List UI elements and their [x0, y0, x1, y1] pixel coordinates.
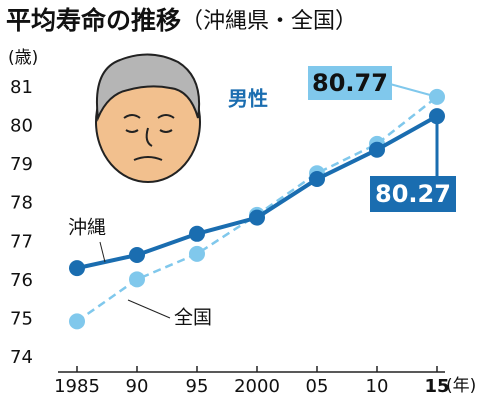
x-tick-label: 1985	[54, 376, 100, 397]
y-axis-label: (歳)	[8, 48, 38, 68]
value-label-box	[370, 176, 456, 212]
legend-label: 全国	[174, 307, 212, 329]
value-label-box	[308, 66, 392, 100]
value-label: 80.77	[312, 69, 388, 97]
x-tick-label: 05	[306, 376, 329, 397]
y-tick-label: 79	[10, 154, 33, 175]
value-label-leader	[389, 83, 438, 98]
legend-leader	[127, 299, 171, 319]
y-tick-label: 74	[10, 347, 33, 368]
y-tick-label: 78	[10, 193, 33, 214]
x-tick-label: 15	[424, 376, 449, 397]
data-point	[129, 247, 145, 264]
y-tick-label: 81	[10, 77, 33, 98]
title: 平均寿命の推移	[6, 6, 181, 35]
face-illustration	[95, 53, 201, 183]
data-point	[189, 245, 205, 262]
y-tick-label: 76	[10, 270, 33, 291]
subtitle: （沖縄県・全国）	[181, 9, 357, 34]
x-tick-label: 90	[126, 376, 149, 397]
x-tick-label: 95	[186, 376, 209, 397]
value-label: 80.27	[375, 180, 451, 208]
data-point	[369, 141, 385, 158]
annotation: 男性	[228, 87, 268, 111]
y-tick-label: 75	[10, 308, 33, 329]
data-point	[69, 260, 85, 277]
y-tick-label: 80	[10, 116, 33, 137]
x-axis-label: (年)	[446, 376, 476, 396]
data-point	[249, 209, 265, 226]
x-tick-label: 2000	[234, 376, 280, 397]
data-point	[69, 313, 85, 330]
data-point	[309, 171, 325, 188]
data-point	[129, 271, 145, 288]
x-tick-label: 10	[366, 376, 389, 397]
data-point	[189, 225, 205, 242]
chart-title: 平均寿命の推移（沖縄県・全国）	[6, 6, 357, 35]
legend-leader	[99, 241, 106, 263]
legend-label: 沖縄	[68, 217, 106, 239]
y-tick-label: 77	[10, 231, 33, 252]
